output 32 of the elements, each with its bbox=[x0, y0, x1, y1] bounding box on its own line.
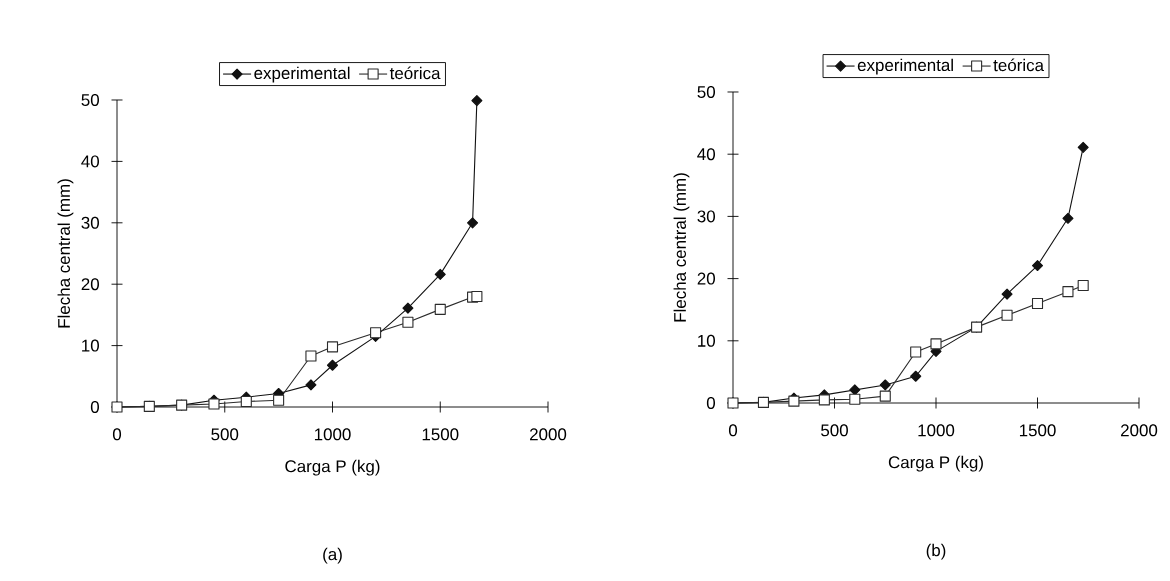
text: (a) bbox=[323, 547, 342, 564]
x-tick-label: 1000 bbox=[314, 428, 351, 441]
y-tick-label: 50 bbox=[697, 86, 716, 98]
legend-label: teórica bbox=[993, 58, 1044, 72]
x-axis-title: Carga P (kg) bbox=[285, 459, 380, 476]
x-tick-label: 0 bbox=[728, 424, 738, 437]
y-tick-label: 0 bbox=[706, 397, 716, 409]
x-tick-label: 1500 bbox=[422, 428, 459, 441]
x-tick-label: 500 bbox=[821, 424, 848, 437]
x-tick-label: 500 bbox=[211, 428, 239, 441]
y-tick-label: 30 bbox=[697, 210, 716, 223]
y-tick-label: 20 bbox=[81, 278, 99, 291]
y-tick-label: 50 bbox=[81, 94, 99, 106]
x-tick-label: 2000 bbox=[530, 428, 567, 441]
x-tick-label: 0 bbox=[112, 428, 122, 441]
y-tick-label: 40 bbox=[697, 148, 716, 161]
y-tick-label: 10 bbox=[698, 334, 716, 347]
legend-label: experimental bbox=[254, 66, 350, 83]
y-tick-label: 30 bbox=[81, 216, 99, 229]
legend-label: experimental bbox=[857, 58, 953, 75]
y-tick-label: 40 bbox=[81, 155, 99, 168]
text: (b) bbox=[926, 543, 946, 560]
legend-label: teórica bbox=[389, 66, 441, 80]
x-tick-label: 1500 bbox=[1019, 424, 1056, 437]
y-tick-label: 10 bbox=[82, 339, 99, 352]
y-axis-title: Flecha central (mm) bbox=[57, 179, 74, 328]
x-axis-title: Carga P (kg) bbox=[888, 455, 983, 472]
y-axis-title: Flecha central (mm) bbox=[673, 173, 690, 322]
x-tick-label: 1000 bbox=[918, 424, 955, 437]
x-tick-label: 2000 bbox=[1121, 424, 1158, 437]
y-tick-label: 0 bbox=[90, 401, 99, 413]
y-tick-label: 20 bbox=[697, 272, 716, 285]
